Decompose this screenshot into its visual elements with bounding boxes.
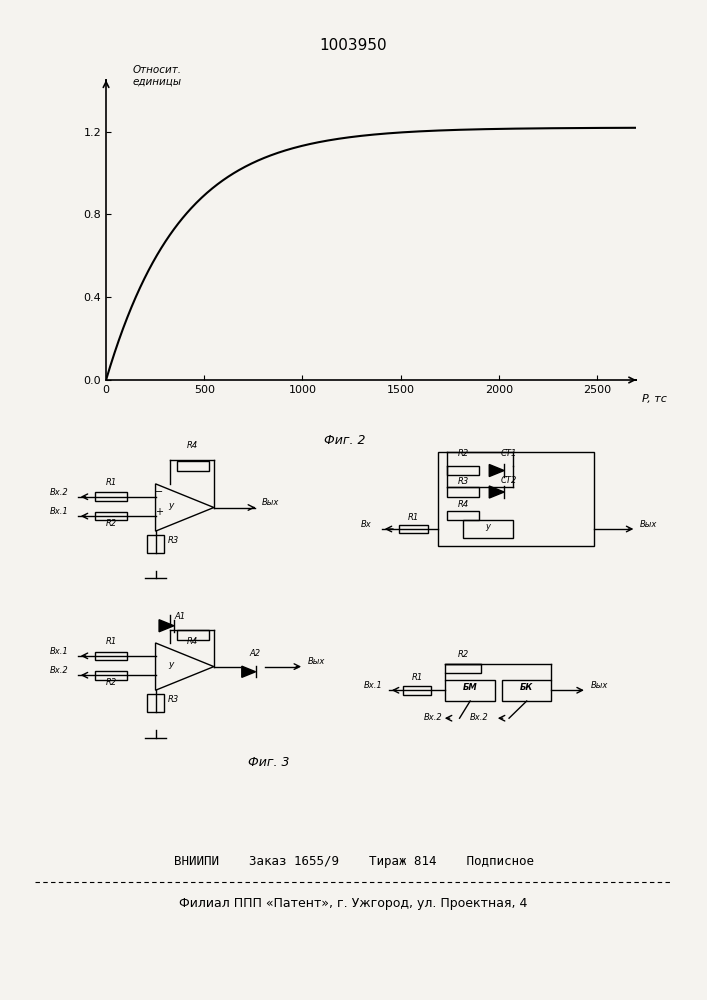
Polygon shape — [489, 464, 504, 477]
Bar — [445, 680, 495, 701]
Text: Фиг. 2: Фиг. 2 — [324, 434, 366, 447]
Bar — [147, 535, 164, 553]
Text: R1: R1 — [106, 478, 117, 487]
Text: Фиг. 3: Фиг. 3 — [248, 756, 289, 768]
Text: R3: R3 — [168, 536, 180, 545]
Text: R2: R2 — [457, 449, 469, 458]
Bar — [438, 452, 594, 546]
Text: Вх.2: Вх.2 — [49, 488, 69, 497]
Bar — [399, 525, 428, 533]
Polygon shape — [159, 620, 174, 632]
Bar — [147, 694, 164, 712]
Text: y: y — [485, 522, 491, 531]
Text: R1: R1 — [411, 672, 423, 682]
Text: 1003950: 1003950 — [320, 37, 387, 52]
Text: ВНИИПИ    Заказ 1655/9    Тираж 814    Подписное: ВНИИПИ Заказ 1655/9 Тираж 814 Подписное — [173, 854, 534, 867]
Text: СТ2: СТ2 — [501, 476, 518, 485]
Bar — [447, 511, 479, 520]
Bar — [95, 512, 127, 520]
Text: Вых: Вых — [308, 657, 325, 666]
Polygon shape — [242, 666, 256, 677]
Text: Вх.1: Вх.1 — [49, 647, 69, 656]
Text: Вх.2: Вх.2 — [470, 713, 489, 722]
Text: y: y — [168, 501, 174, 510]
Bar — [502, 680, 551, 701]
Bar — [95, 652, 127, 660]
Bar — [177, 630, 209, 640]
Text: Относит.
единицы: Относит. единицы — [133, 65, 182, 87]
Text: Вых: Вых — [640, 520, 658, 529]
Text: R1: R1 — [408, 513, 419, 522]
Bar — [447, 487, 479, 497]
Text: R1: R1 — [106, 637, 117, 646]
Text: Вх.1: Вх.1 — [364, 681, 383, 690]
Text: А1: А1 — [175, 612, 186, 621]
Text: Вх.2: Вх.2 — [424, 713, 443, 722]
Text: Вх: Вх — [361, 520, 371, 529]
Text: R4: R4 — [187, 441, 198, 450]
Text: БК: БК — [520, 683, 533, 692]
Text: А2: А2 — [249, 649, 260, 658]
Text: R2: R2 — [457, 650, 469, 659]
Bar — [95, 671, 127, 680]
Text: Вых: Вых — [262, 498, 279, 507]
Bar — [177, 461, 209, 471]
Bar — [95, 492, 127, 501]
Text: Вых: Вых — [590, 681, 608, 690]
Text: Вх.2: Вх.2 — [49, 666, 69, 675]
Bar — [403, 686, 431, 695]
Text: −: − — [155, 487, 163, 497]
Text: R3: R3 — [168, 695, 180, 704]
Bar — [445, 664, 481, 673]
Bar — [447, 466, 479, 475]
Polygon shape — [489, 486, 504, 498]
Bar — [463, 520, 513, 538]
Text: −: − — [153, 734, 161, 744]
Text: Филиал ППП «Патент», г. Ужгород, ул. Проектная, 4: Филиал ППП «Патент», г. Ужгород, ул. Про… — [180, 896, 527, 910]
Text: R2: R2 — [106, 519, 117, 528]
Text: БМ: БМ — [463, 683, 477, 692]
Text: R3: R3 — [457, 477, 469, 486]
Text: R2: R2 — [106, 678, 117, 687]
Text: СТ1: СТ1 — [501, 449, 518, 458]
Text: R4: R4 — [457, 500, 469, 509]
Text: +: + — [155, 507, 163, 517]
Text: R4: R4 — [187, 637, 198, 646]
Text: y: y — [168, 660, 174, 669]
Text: P, тс: P, тс — [642, 394, 667, 404]
Text: Вх.1: Вх.1 — [49, 507, 69, 516]
